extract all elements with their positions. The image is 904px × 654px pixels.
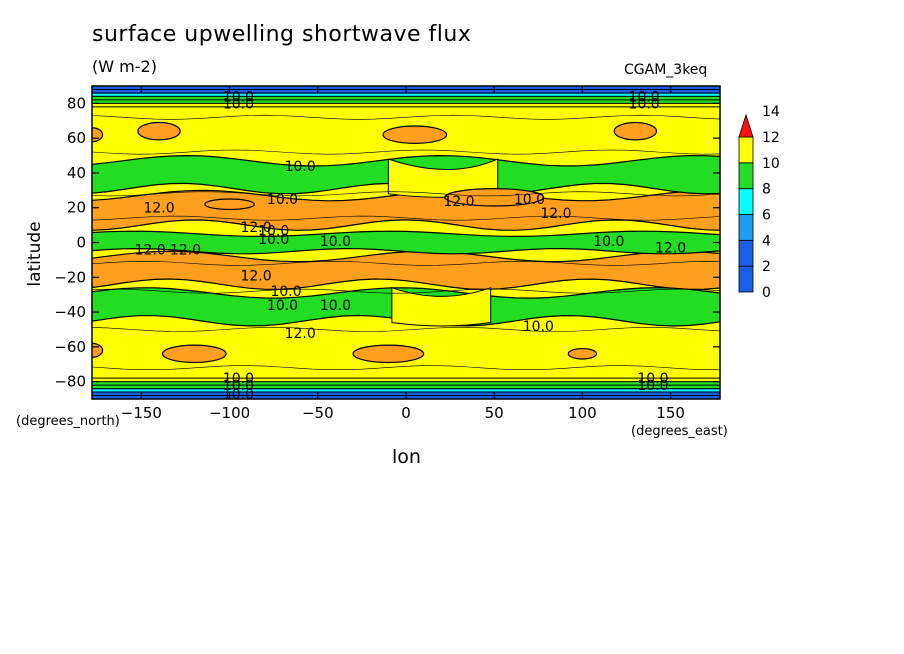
contour-label-7: 10.0	[593, 234, 624, 250]
orange-blob-2	[613, 121, 658, 141]
contour-line-4	[92, 260, 720, 266]
orange-band-south-subtropic	[92, 250, 720, 291]
y-units-label: (degrees_north)	[16, 414, 120, 429]
contour-line-7	[92, 365, 720, 370]
y-tick-label-1: 60	[67, 129, 86, 147]
colorbar-segment-3	[738, 188, 754, 215]
colorbar-tick-label-5: 10	[762, 156, 780, 172]
contour-label-27: 10.0	[637, 378, 668, 394]
contour-label-18: 12.0	[285, 326, 316, 342]
contour-label-3: 10.0	[267, 192, 298, 208]
y-tick-label-7: −60	[54, 338, 86, 356]
y-tick-label-2: 40	[67, 164, 86, 182]
contour-line-0	[92, 114, 720, 120]
contour-label-19: 12.0	[135, 242, 166, 258]
x-tick-label-0: −150	[121, 404, 162, 422]
contour-label-20: 10.0	[223, 371, 254, 387]
colorbar-segment-0	[738, 265, 754, 293]
contour-label-16: 12.0	[655, 241, 686, 257]
colorbar-tick-label-2: 4	[762, 233, 771, 249]
x-tick-label-6: 150	[656, 404, 685, 422]
contour-label-21: 10.0	[637, 371, 668, 387]
contour-label-10: 10.0	[320, 298, 351, 314]
contour-label-5: 10.0	[258, 223, 289, 239]
contour-label-24: 10.0	[223, 89, 254, 105]
x-units-label: (degrees_east)	[631, 424, 728, 439]
contour-line-3	[92, 215, 720, 221]
contour-label-15: 12.0	[240, 269, 271, 285]
colorbar-tick-label-3: 6	[762, 208, 771, 224]
contour-label-6: 10.0	[320, 234, 351, 250]
colorbar-segment-2	[738, 214, 754, 241]
contour-label-22: 10.0	[270, 284, 301, 300]
orange-blob-1	[382, 125, 448, 144]
y-tick-label-6: −40	[54, 303, 86, 321]
contour-label-14: 12.0	[170, 242, 201, 258]
green-band-equator	[92, 230, 720, 255]
orange-blob-6	[567, 347, 598, 360]
axes: −150 −100 −50 0 50 100 150 80 60 40 20 0 −20 −40 −60 −8…	[54, 85, 721, 422]
colorbar-extend-triangle	[738, 113, 754, 138]
colorbar: 0 2 4 6 8 10 12 14	[738, 104, 780, 301]
chart-title: surface upwelling shortwave flux	[92, 22, 472, 47]
contour-line-5	[92, 288, 720, 294]
colorbar-tick-label-0: 0	[762, 285, 771, 301]
run-label: CGAM_3keq	[624, 62, 708, 78]
y-tick-label-8: −80	[54, 373, 86, 391]
orange-blob-0	[137, 121, 181, 141]
orange-blob-5	[352, 344, 425, 364]
y-tick-label-3: 20	[67, 199, 86, 217]
contour-label-0: 10.0	[223, 96, 254, 112]
contour-label-8: 10.0	[258, 232, 289, 248]
colorbar-segment-4	[738, 162, 754, 190]
orange-blob-9	[204, 198, 255, 211]
contour-label-17: 12.0	[240, 220, 271, 236]
contour-label-13: 12.0	[540, 206, 571, 222]
south-cyan-line	[92, 389, 720, 392]
y-tick-label-5: −20	[54, 268, 86, 286]
contour-label-11: 12.0	[143, 201, 174, 217]
contour-label-26: 10.0	[223, 378, 254, 394]
orange-band-north-subtropic	[92, 189, 720, 231]
colorbar-tick-label-7: 14	[762, 104, 780, 120]
x-axis-label: lon	[392, 446, 421, 468]
contour-label-28: 10.0	[223, 387, 254, 403]
contour-line-6	[92, 327, 720, 332]
contour-label-1: 10.0	[629, 96, 660, 112]
x-tick-label-5: 100	[568, 404, 597, 422]
orange-blob-4	[161, 344, 227, 364]
colorbar-tick-label-4: 8	[762, 182, 771, 198]
contour-label-4: 10.0	[514, 192, 545, 208]
x-tick-label-2: −50	[302, 404, 334, 422]
y-tick-label-0: 80	[67, 94, 86, 112]
colorbar-segment-1	[738, 239, 754, 267]
south-gap-yellow	[391, 287, 492, 327]
north-cyan-line	[92, 93, 720, 96]
y-tick-label-4: 0	[76, 234, 86, 252]
x-tick-label-1: −100	[209, 404, 250, 422]
contour-label-25: 10.0	[629, 89, 660, 105]
contour-label-12: 12.0	[443, 194, 474, 210]
colorbar-tick-label-1: 2	[762, 259, 771, 275]
orange-blob-8	[444, 187, 545, 207]
field-layer	[92, 86, 720, 399]
chart-units: (W m-2)	[92, 57, 157, 76]
plot-area	[92, 86, 720, 399]
contour-label-2: 10.0	[285, 159, 316, 175]
colorbar-tick-label-6: 12	[762, 130, 780, 146]
x-tick-label-3: 0	[401, 404, 411, 422]
x-tick-label-4: 50	[485, 404, 504, 422]
contour-labels: 10.0 10.010.010.0 10.010.010.0 10.010.010.0…	[135, 89, 687, 403]
contour-line-1	[92, 149, 720, 155]
colorbar-segment-5	[738, 136, 754, 164]
contour-line-2	[92, 191, 720, 197]
contour-label-23: 10.0	[523, 319, 554, 335]
contour-label-9: 10.0	[267, 298, 298, 314]
